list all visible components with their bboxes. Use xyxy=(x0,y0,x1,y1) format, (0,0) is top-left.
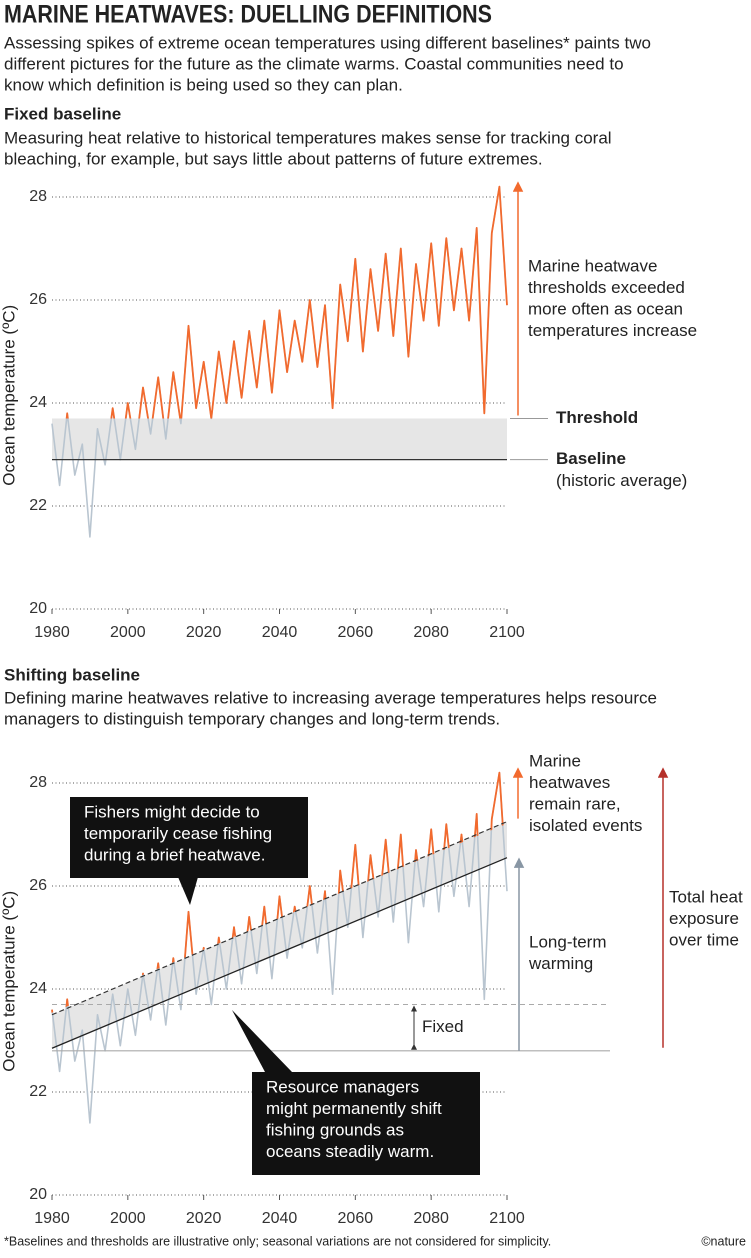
subtitle: know which definition is being used so t… xyxy=(4,75,403,94)
x-tick-label: 2000 xyxy=(110,1210,146,1227)
y-tick-label: 28 xyxy=(29,188,47,205)
x-tick-label: 2060 xyxy=(338,624,374,641)
section-description: bleaching, for example, but says little … xyxy=(4,149,543,168)
y-tick-label: 28 xyxy=(29,774,47,791)
annotation: Marine heatwave xyxy=(528,256,657,275)
section-description: managers to distinguish temporary change… xyxy=(4,709,500,728)
annotation: during a brief heatwave. xyxy=(84,845,265,864)
threshold-label: Threshold xyxy=(556,408,638,427)
x-tick-label: 2040 xyxy=(262,1210,298,1227)
section-description: Measuring heat relative to historical te… xyxy=(4,128,612,147)
annotation: temperatures increase xyxy=(528,321,697,340)
title: MARINE HEATWAVES: DUELLING DEFINITIONS xyxy=(4,1,492,29)
y-tick-label: 24 xyxy=(29,980,47,997)
temperature-line xyxy=(51,185,508,538)
y-tick-label: 20 xyxy=(29,600,47,617)
annotation: Marine xyxy=(529,751,581,770)
annotation: temporarily cease fishing xyxy=(84,824,272,843)
annotation: thresholds exceeded xyxy=(528,278,685,297)
annotation: isolated events xyxy=(529,816,642,835)
section-description: Defining marine heatwaves relative to in… xyxy=(4,688,657,707)
x-tick-label: 1980 xyxy=(34,1210,70,1227)
x-tick-label: 2080 xyxy=(413,624,449,641)
threshold-band xyxy=(52,821,507,1049)
baseline-line xyxy=(51,857,508,1049)
y-axis-label: Ocean temperature (ºC) xyxy=(0,305,18,486)
annotation: Long-term xyxy=(529,932,606,951)
credit: ©nature xyxy=(701,1234,746,1248)
y-tick-label: 22 xyxy=(29,1083,47,1100)
heatwave-line xyxy=(65,185,508,419)
callout-pointer xyxy=(232,1010,292,1072)
x-tick-label: 2060 xyxy=(338,1210,374,1227)
annotation: more often as ocean xyxy=(528,299,683,318)
annotation: Resource managers xyxy=(266,1077,419,1096)
annotation: warming xyxy=(528,954,593,973)
x-tick-label: 2100 xyxy=(489,1210,525,1227)
x-tick-label: 2040 xyxy=(262,624,298,641)
baseline-label: Baseline xyxy=(556,449,626,468)
callout-box xyxy=(70,797,308,878)
callout-pointer xyxy=(175,870,200,905)
x-tick-label: 1980 xyxy=(34,624,70,641)
x-tick-label: 2020 xyxy=(186,1210,222,1227)
y-tick-label: 26 xyxy=(29,291,47,308)
fixed-label: Fixed xyxy=(422,1017,464,1036)
annotation: Fishers might decide to xyxy=(84,802,260,821)
annotation: over time xyxy=(669,930,739,949)
subtitle: different pictures for the future as the… xyxy=(4,54,624,73)
callout-box xyxy=(252,1072,480,1175)
annotation: oceans steadily warm. xyxy=(266,1142,434,1161)
section-title: Fixed baseline xyxy=(4,104,121,123)
threshold-line xyxy=(51,821,508,1016)
annotation: remain rare, xyxy=(529,794,621,813)
annotation: fishing grounds as xyxy=(266,1120,404,1139)
annotation: might permanently shift xyxy=(266,1099,442,1118)
y-tick-label: 20 xyxy=(29,1186,47,1203)
annotation: exposure xyxy=(669,909,739,928)
x-tick-label: 2020 xyxy=(186,624,222,641)
baseline-note: (historic average) xyxy=(556,471,687,490)
subtitle: Assessing spikes of extreme ocean temper… xyxy=(4,33,651,52)
x-tick-label: 2100 xyxy=(489,624,525,641)
y-tick-label: 22 xyxy=(29,497,47,514)
y-tick-label: 24 xyxy=(29,394,47,411)
annotation: heatwaves xyxy=(529,773,610,792)
annotation: Total heat xyxy=(669,887,743,906)
x-tick-label: 2000 xyxy=(110,624,146,641)
threshold-band xyxy=(52,418,507,460)
y-axis-label: Ocean temperature (ºC) xyxy=(0,891,18,1072)
section-title: Shifting baseline xyxy=(4,665,140,684)
footnote: *Baselines and thresholds are illustrati… xyxy=(4,1234,551,1248)
x-tick-label: 2080 xyxy=(413,1210,449,1227)
y-tick-label: 26 xyxy=(29,877,47,894)
